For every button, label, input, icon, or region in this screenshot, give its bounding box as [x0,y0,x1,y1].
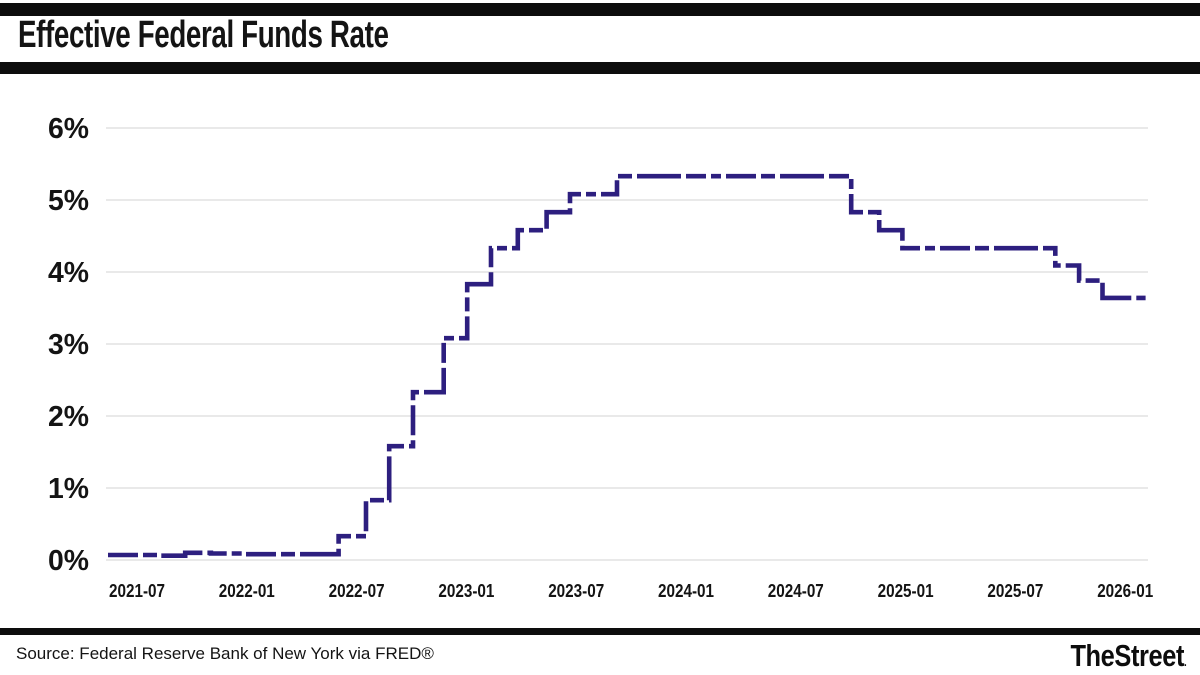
chart-title: Effective Federal Funds Rate [18,14,389,56]
y-axis-label-3%: 3% [48,329,89,361]
y-axis-label-5%: 5% [48,185,89,217]
footer-rule [0,628,1200,635]
y-axis-label-6%: 6% [48,113,89,145]
thestreet-logo: TheStreet. [1070,638,1186,674]
x-axis-label-2023-07: 2023-07 [548,581,604,601]
x-axis-label-2025-07: 2025-07 [987,581,1043,601]
thestreet-logo-text: TheStreet [1070,638,1184,673]
y-axis-label-4%: 4% [48,257,89,289]
x-axis-label-2023-01: 2023-01 [438,581,494,601]
x-axis-label-2022-01: 2022-01 [219,581,275,601]
x-axis-label-2024-01: 2024-01 [658,581,714,601]
title-rule [0,62,1200,74]
x-axis-label-2026-01: 2026-01 [1097,581,1153,601]
y-axis-label-0%: 0% [48,545,89,577]
rate-step-line [108,173,1146,558]
x-axis-label-2024-07: 2024-07 [768,581,824,601]
x-axis-label-2021-07: 2021-07 [109,581,165,601]
source-attribution: Source: Federal Reserve Bank of New York… [16,644,434,663]
x-axis-label-2025-01: 2025-01 [878,581,934,601]
y-axis-label-2%: 2% [48,401,89,433]
thestreet-logo-mark: . [1183,655,1187,669]
top-rule [0,3,1200,16]
x-axis-label-2022-07: 2022-07 [329,581,385,601]
y-axis-label-1%: 1% [48,473,89,505]
